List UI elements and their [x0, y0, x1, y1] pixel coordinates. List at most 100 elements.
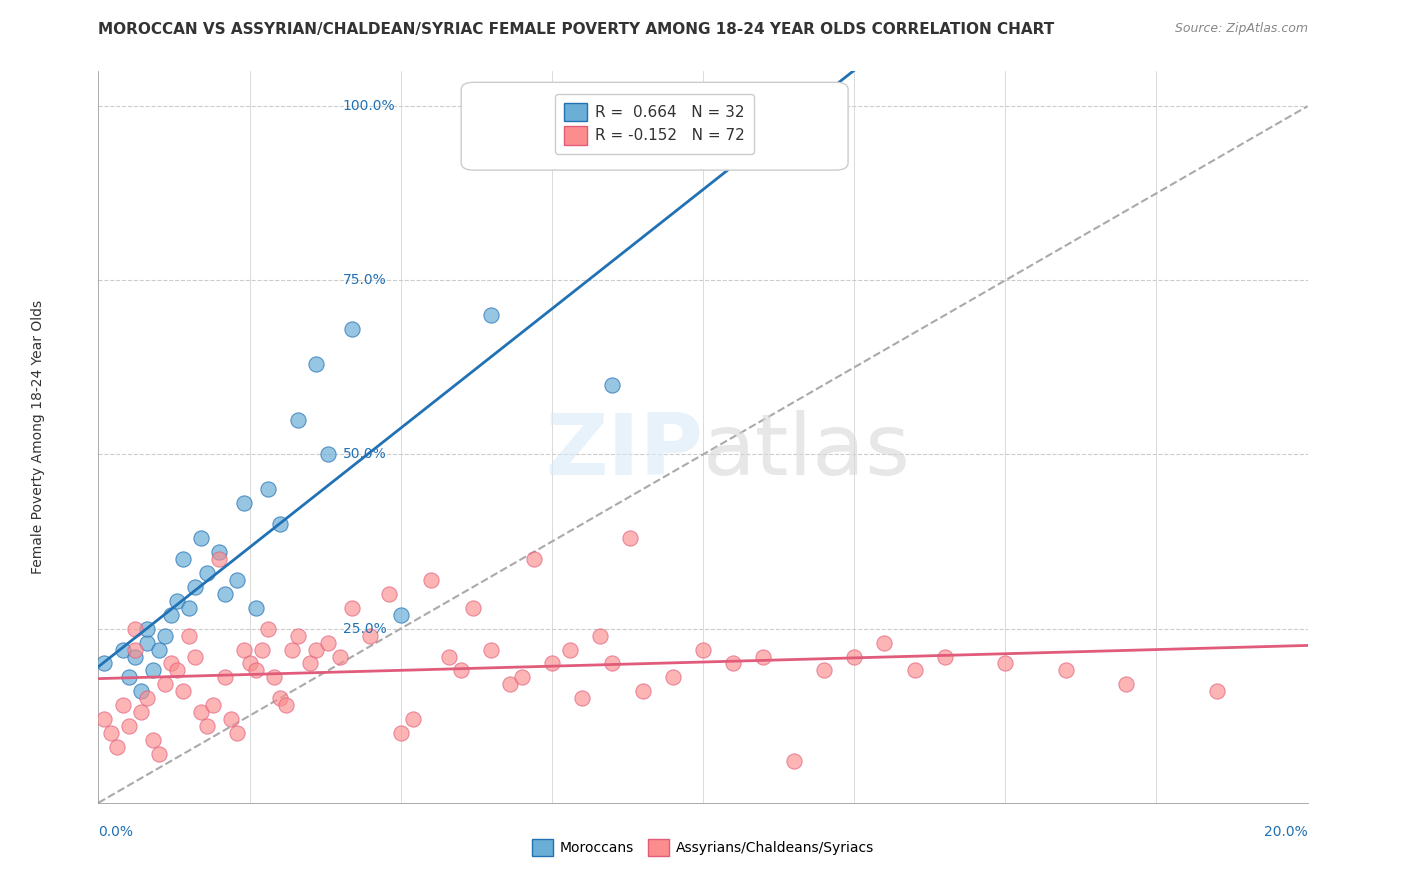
Point [100, 726, 122, 740]
Point [402, 712, 425, 726]
Point [142, 733, 165, 747]
Point [195, 566, 218, 580]
Point [305, 642, 328, 657]
Point [153, 629, 176, 643]
Point [124, 642, 146, 657]
Text: 25.0%: 25.0% [343, 622, 387, 636]
Point [226, 726, 249, 740]
Point [124, 622, 146, 636]
Point [93, 657, 115, 671]
Point [232, 496, 254, 510]
Point [269, 517, 291, 532]
Point [589, 629, 612, 643]
Point [523, 552, 546, 566]
Point [299, 657, 322, 671]
Point [287, 629, 309, 643]
Point [269, 691, 291, 706]
Point [135, 635, 157, 649]
Point [190, 705, 212, 719]
Point [661, 670, 683, 684]
Text: 75.0%: 75.0% [343, 273, 387, 287]
Point [540, 657, 562, 671]
Point [184, 580, 207, 594]
Point [148, 642, 170, 657]
Point [208, 545, 231, 559]
Point [245, 600, 267, 615]
Point [305, 357, 328, 371]
Point [1115, 677, 1137, 691]
Point [316, 448, 339, 462]
Point [934, 649, 956, 664]
Point [1054, 664, 1077, 678]
Point [160, 607, 183, 622]
Point [571, 691, 593, 706]
Point [342, 322, 364, 336]
Point [389, 607, 412, 622]
Point [498, 677, 520, 691]
Point [342, 600, 364, 615]
Point [250, 642, 273, 657]
Point [1206, 684, 1229, 698]
Point [873, 635, 896, 649]
Point [256, 483, 278, 497]
Legend: Moroccans, Assyrians/Chaldeans/Syriacs: Moroccans, Assyrians/Chaldeans/Syriacs [526, 834, 880, 862]
Point [166, 594, 188, 608]
Point [481, 642, 503, 657]
Text: MOROCCAN VS ASSYRIAN/CHALDEAN/SYRIAC FEMALE POVERTY AMONG 18-24 YEAR OLDS CORREL: MOROCCAN VS ASSYRIAN/CHALDEAN/SYRIAC FEM… [98, 22, 1054, 37]
Point [274, 698, 297, 713]
Point [111, 698, 134, 713]
Point [118, 719, 141, 733]
FancyBboxPatch shape [461, 82, 848, 170]
Point [360, 629, 382, 643]
Point [214, 587, 236, 601]
Point [221, 712, 243, 726]
Text: 100.0%: 100.0% [343, 99, 395, 113]
Point [631, 684, 654, 698]
Point [904, 664, 927, 678]
Point [263, 670, 285, 684]
Point [287, 412, 309, 426]
Point [281, 642, 304, 657]
Point [481, 308, 503, 322]
Point [177, 600, 201, 615]
Point [389, 726, 412, 740]
Point [602, 657, 624, 671]
Point [245, 664, 267, 678]
Point [93, 712, 115, 726]
Point [184, 649, 207, 664]
Point [782, 754, 804, 768]
Point [994, 657, 1017, 671]
Text: atlas: atlas [703, 410, 911, 493]
Point [129, 705, 152, 719]
Point [239, 657, 262, 671]
Point [105, 740, 128, 755]
Point [195, 719, 218, 733]
Point [166, 664, 188, 678]
Text: ZIP: ZIP [546, 410, 703, 493]
Text: 50.0%: 50.0% [343, 448, 387, 461]
Point [692, 642, 714, 657]
Point [214, 670, 236, 684]
Point [153, 677, 176, 691]
Point [419, 573, 441, 587]
Point [177, 629, 201, 643]
Point [844, 649, 866, 664]
Point [111, 642, 134, 657]
Point [510, 670, 533, 684]
Point [172, 684, 194, 698]
Point [256, 622, 278, 636]
Point [558, 642, 581, 657]
Text: 20.0%: 20.0% [1264, 825, 1308, 838]
Point [124, 649, 146, 664]
Point [721, 657, 744, 671]
Text: 0.0%: 0.0% [98, 825, 134, 838]
Point [160, 657, 183, 671]
Point [190, 531, 212, 545]
Text: Source: ZipAtlas.com: Source: ZipAtlas.com [1174, 22, 1308, 36]
Point [463, 600, 485, 615]
Point [202, 698, 225, 713]
Point [377, 587, 399, 601]
Point [232, 642, 254, 657]
Point [142, 664, 165, 678]
Point [118, 670, 141, 684]
